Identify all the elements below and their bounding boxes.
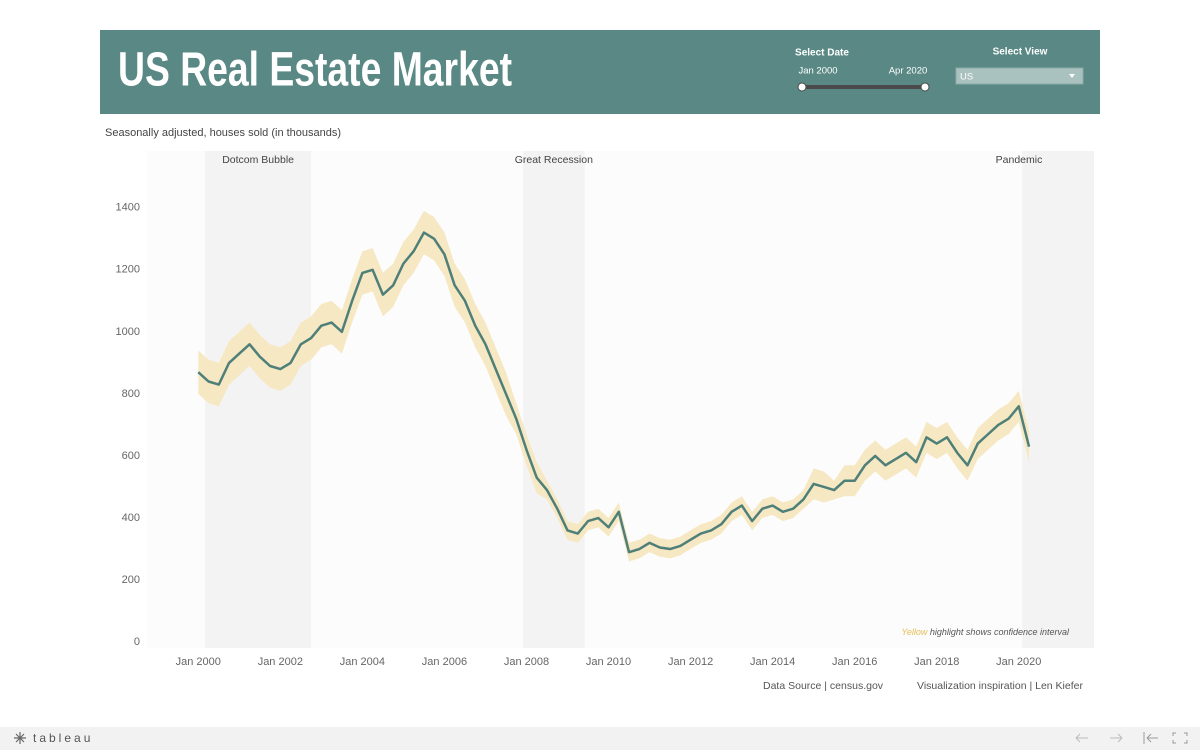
tableau-logo[interactable] — [14, 732, 26, 744]
date-start: Jan 2000 — [798, 66, 837, 77]
period-shade — [523, 151, 585, 648]
dropdown-arrow[interactable] — [1069, 74, 1075, 78]
period-label: Dotcom Bubble — [222, 154, 294, 166]
date-filter-label: Select Date — [795, 48, 849, 59]
date-end: Apr 2020 — [889, 66, 928, 77]
fullscreen-button[interactable] — [1172, 732, 1188, 744]
period-label: Pandemic — [996, 154, 1043, 166]
period-shade — [1022, 151, 1094, 648]
y-tick-label: 800 — [122, 388, 140, 400]
ci-note-highlight: Yellow — [901, 627, 928, 637]
y-tick-label: 0 — [134, 636, 140, 648]
redo-button[interactable] — [1110, 733, 1123, 743]
x-tick-label: Jan 2004 — [340, 656, 385, 668]
y-tick-label: 1400 — [116, 202, 140, 214]
x-tick-label: Jan 2014 — [750, 656, 795, 668]
revert-button[interactable] — [1143, 732, 1158, 744]
x-tick-label: Jan 2020 — [996, 656, 1041, 668]
y-tick-label: 200 — [122, 574, 140, 586]
plot: Dotcom Bubble Great Recession Pandemic 0 200… — [116, 151, 1094, 668]
x-tick-label: Jan 2010 — [586, 656, 631, 668]
view-value: US — [960, 72, 973, 83]
view-filter-label: Select View — [993, 47, 1048, 58]
x-tick-label: Jan 2012 — [668, 656, 713, 668]
inspiration: Visualization inspiration | Len Kiefer — [917, 680, 1083, 692]
toolbar — [0, 727, 1200, 750]
sales-line — [197, 231, 1031, 554]
header-bar — [100, 30, 1100, 114]
toolbar-brand[interactable]: tableau — [33, 731, 93, 745]
data-source: Data Source | census.gov — [763, 680, 884, 692]
chart-subtitle: Seasonally adjusted, houses sold (in tho… — [105, 127, 341, 139]
date-slider-start[interactable] — [797, 82, 807, 92]
y-tick-label: 1200 — [116, 264, 140, 276]
ci-note: Yellow highlight shows confidence interv… — [901, 627, 1070, 637]
ci-note-text: highlight shows confidence interval — [930, 627, 1070, 637]
confidence-band — [198, 210, 1030, 562]
x-tick-label: Jan 2008 — [504, 656, 549, 668]
view-dropdown[interactable] — [955, 67, 1084, 85]
period-label: Great Recession — [515, 154, 593, 166]
x-tick-label: Jan 2006 — [422, 656, 467, 668]
y-tick-label: 600 — [122, 450, 140, 462]
x-tick-label: Jan 2018 — [914, 656, 959, 668]
x-tick-label: Jan 2016 — [832, 656, 877, 668]
date-slider-end[interactable] — [920, 82, 930, 92]
y-tick-label: 400 — [122, 512, 140, 524]
x-tick-label: Jan 2002 — [258, 656, 303, 668]
period-shade — [205, 151, 312, 648]
dashboard-title: US Real Estate Market — [118, 44, 512, 97]
y-tick-label: 1000 — [116, 326, 140, 338]
x-tick-label: Jan 2000 — [176, 656, 221, 668]
undo-button[interactable] — [1075, 733, 1088, 743]
